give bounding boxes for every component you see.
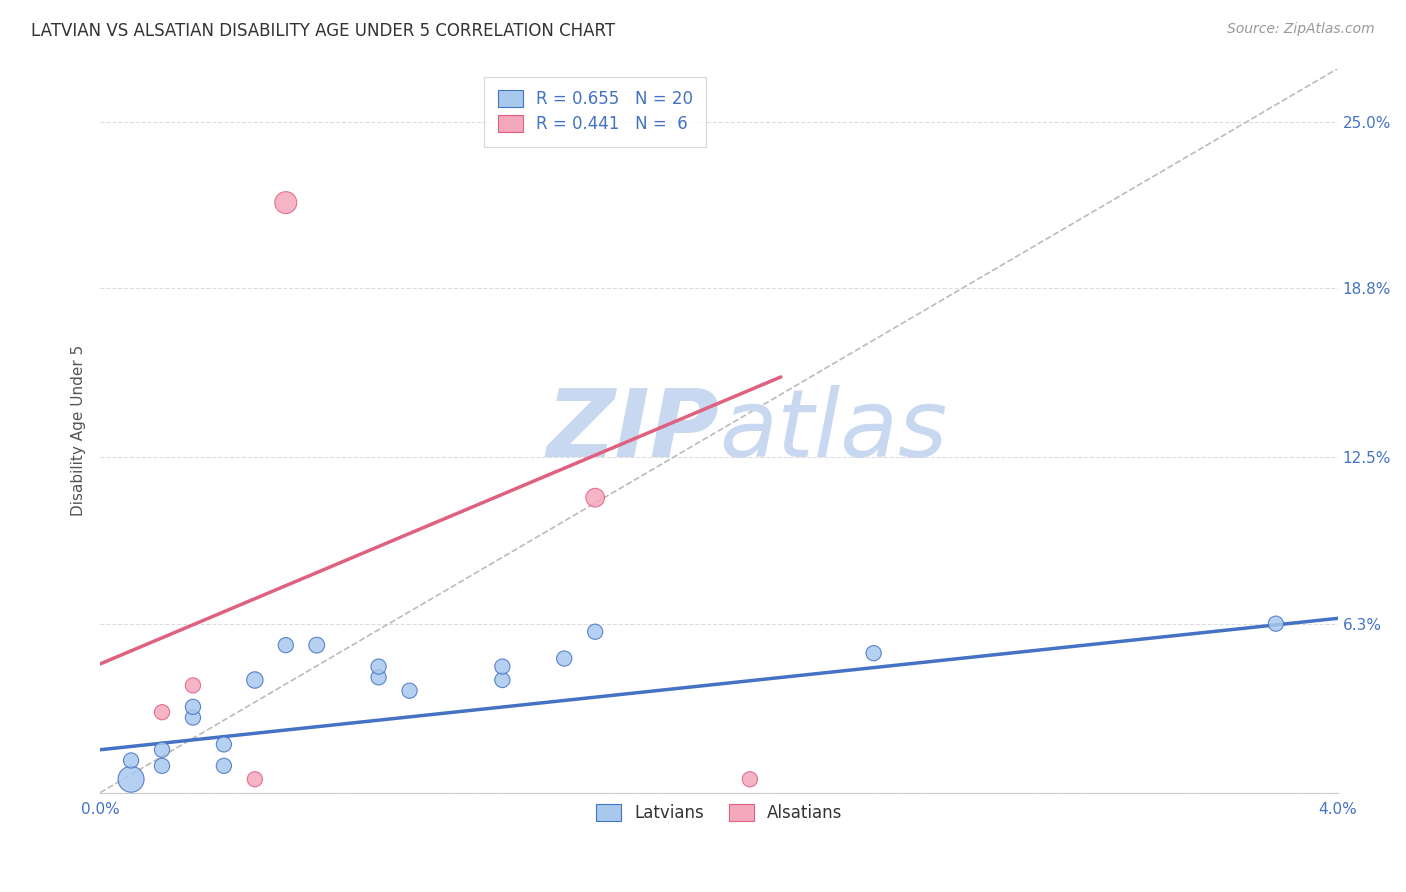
Point [150,743,173,757]
Point [212,738,235,752]
Point [181,710,204,724]
Point [305,638,328,652]
Point [553,651,575,665]
Point [243,673,266,687]
Point [862,646,884,660]
Point [181,678,204,692]
Point [738,772,761,787]
Point [181,699,204,714]
Point [583,491,606,505]
Point [150,759,173,773]
Point [491,659,513,673]
Point [212,759,235,773]
Point [583,624,606,639]
Point [398,683,420,698]
Text: LATVIAN VS ALSATIAN DISABILITY AGE UNDER 5 CORRELATION CHART: LATVIAN VS ALSATIAN DISABILITY AGE UNDER… [31,22,614,40]
Point [120,772,142,787]
Point [274,195,297,210]
Point [243,772,266,787]
Text: ZIP: ZIP [546,384,718,476]
Point [367,659,389,673]
Point [274,638,297,652]
Text: atlas: atlas [718,385,948,476]
Point [150,705,173,719]
Point [367,670,389,684]
Point [491,673,513,687]
Text: Source: ZipAtlas.com: Source: ZipAtlas.com [1227,22,1375,37]
Legend: Latvians, Alsatians: Latvians, Alsatians [582,790,856,835]
Point [120,754,142,768]
Point [1264,616,1286,631]
Y-axis label: Disability Age Under 5: Disability Age Under 5 [72,345,86,516]
